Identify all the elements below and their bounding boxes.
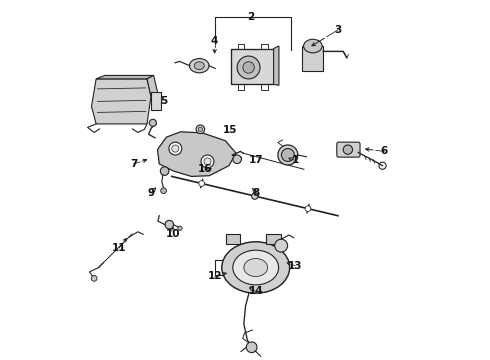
Circle shape [233, 155, 242, 163]
Circle shape [243, 62, 254, 73]
Circle shape [278, 145, 298, 165]
Circle shape [160, 167, 169, 175]
Circle shape [201, 155, 214, 168]
Text: 13: 13 [288, 261, 302, 271]
Circle shape [178, 226, 182, 230]
Text: 2: 2 [247, 13, 254, 22]
Circle shape [199, 181, 204, 186]
Circle shape [149, 119, 156, 126]
Bar [225, 234, 240, 244]
Circle shape [165, 220, 173, 229]
Text: 11: 11 [112, 243, 126, 253]
Polygon shape [96, 75, 154, 79]
Polygon shape [157, 132, 236, 176]
Circle shape [237, 56, 260, 79]
Text: 15: 15 [223, 125, 237, 135]
FancyBboxPatch shape [337, 142, 360, 157]
Text: 7: 7 [130, 159, 137, 169]
Text: 12: 12 [207, 271, 222, 282]
Circle shape [204, 158, 211, 165]
Text: 5: 5 [160, 96, 167, 107]
Circle shape [196, 125, 205, 134]
Polygon shape [92, 79, 151, 124]
Polygon shape [273, 46, 279, 85]
Text: 14: 14 [248, 287, 263, 296]
Text: 4: 4 [211, 36, 219, 46]
Circle shape [251, 193, 258, 199]
Polygon shape [147, 75, 158, 96]
Bar [302, 46, 323, 71]
Circle shape [161, 188, 167, 194]
Text: 1: 1 [292, 156, 298, 165]
Bar [151, 93, 161, 111]
Circle shape [169, 142, 182, 155]
Text: 8: 8 [252, 188, 259, 198]
Text: 3: 3 [334, 25, 342, 35]
Ellipse shape [190, 59, 209, 73]
Circle shape [198, 127, 202, 131]
Ellipse shape [222, 242, 290, 293]
Circle shape [281, 149, 294, 161]
Text: 9: 9 [148, 188, 155, 198]
Text: 10: 10 [166, 229, 181, 239]
Circle shape [343, 145, 352, 154]
Circle shape [246, 342, 257, 352]
Ellipse shape [304, 39, 322, 53]
Circle shape [305, 206, 311, 212]
Ellipse shape [233, 250, 279, 285]
Text: 16: 16 [198, 164, 212, 174]
Circle shape [275, 239, 288, 252]
Ellipse shape [194, 62, 204, 69]
Circle shape [172, 145, 179, 152]
Text: 17: 17 [248, 156, 263, 165]
Bar [266, 234, 281, 244]
Circle shape [91, 275, 97, 281]
Bar [231, 49, 273, 84]
Ellipse shape [244, 258, 268, 276]
Text: 6: 6 [381, 147, 388, 157]
